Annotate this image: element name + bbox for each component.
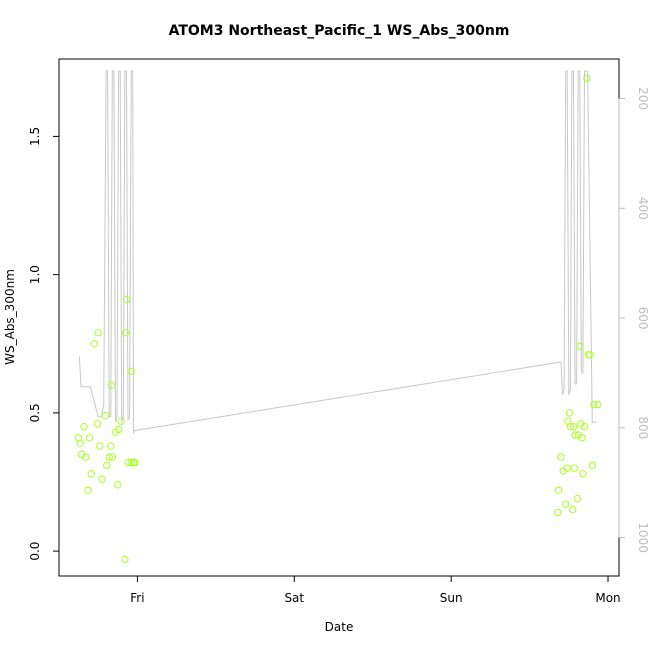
data-point [566,423,575,431]
data-point [590,400,598,409]
secondary-series-line [78,70,597,434]
data-point [108,453,117,461]
data-point [84,486,92,494]
data-point [94,329,102,337]
data-point [127,458,135,467]
data-point [87,470,95,478]
points-layer [74,74,602,564]
secondary-line-layer [78,70,597,434]
data-point [563,464,571,472]
y-tick-label: 0.5 [28,403,42,422]
data-point [571,431,579,439]
data-point [586,351,594,359]
data-point [90,340,99,348]
data-point [93,420,102,428]
data-point [122,329,130,337]
y2-tick-label: 1000 [636,522,650,553]
data-point [583,74,591,83]
data-point [569,505,577,514]
y-tick-label: 1.0 [28,265,42,284]
chart-title: ATOM3 Northeast_Pacific_1 WS_Abs_300nm [169,23,510,39]
data-point [76,439,84,447]
data-point [107,381,116,389]
data-point [569,423,578,431]
data-point [105,453,113,461]
data-point [98,475,106,483]
data-point [127,367,135,376]
y2-tick-label: 400 [636,197,650,220]
data-point [570,464,578,472]
y-axis: 0.0 0.5 1.0 1.5 [28,127,60,561]
data-point [557,453,565,461]
y2-tick-label: 200 [636,87,650,110]
data-point [114,425,123,434]
data-point [96,442,104,450]
y-tick-label: 1.5 [28,127,42,146]
y2-tick-label: 800 [636,416,650,439]
x-axis-label: Date [325,620,354,634]
data-point [573,494,582,503]
data-point [576,342,584,351]
x-axis: Fri Sat Sun Mon [130,575,621,605]
x-tick-label: Sun [440,591,463,605]
data-point [103,461,111,470]
data-point [114,481,122,489]
data-point [554,508,562,517]
data-point [565,409,574,417]
data-point [74,434,83,442]
x-tick-label: Fri [130,591,144,605]
x-tick-label: Mon [595,591,620,605]
data-point [121,555,129,564]
secondary-y-axis: 200 400 600 800 1000 [618,87,650,553]
data-point [80,423,88,431]
data-point [124,458,132,467]
data-point [85,434,94,442]
data-point [122,295,131,304]
data-point [580,423,589,431]
data-point [554,486,563,494]
y-axis-label: WS_Abs_300nm [3,269,17,365]
y-tick-label: 0.0 [28,542,42,561]
data-point [562,500,570,508]
data-point [588,461,596,470]
data-point [594,400,602,409]
data-point [579,470,587,478]
data-point [578,434,586,442]
data-point [82,453,90,461]
data-point [131,458,139,467]
data-point [107,442,115,450]
x-tick-label: Sat [284,591,304,605]
data-point [101,411,110,420]
data-point [117,417,125,425]
y2-tick-label: 600 [636,307,650,330]
